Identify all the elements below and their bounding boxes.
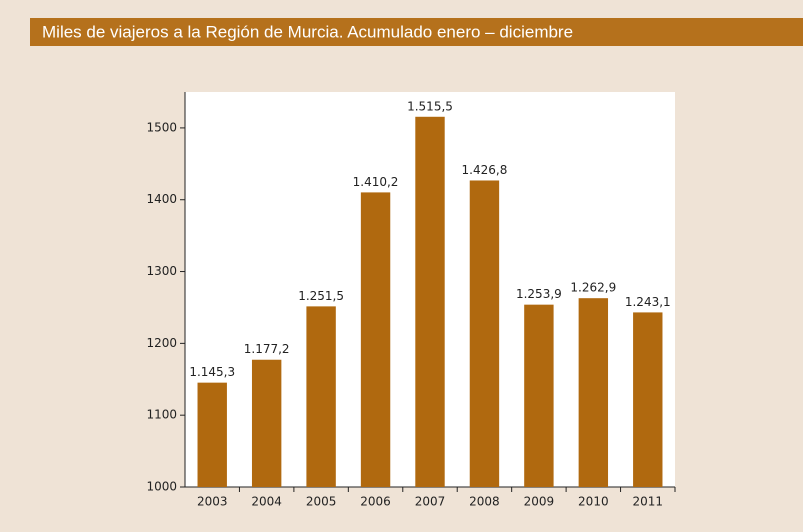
value-label: 1.410,2 [353,175,399,189]
y-tick-label: 1500 [146,120,177,134]
x-tick-label: 2007 [415,495,446,509]
y-tick-label: 1200 [146,336,177,350]
bar [197,382,227,487]
y-tick-label: 1300 [146,264,177,278]
bar [578,298,609,487]
value-label: 1.515,5 [407,99,453,113]
x-tick-label: 2009 [524,495,555,509]
x-tick-label: 2003 [197,495,228,509]
x-tick-label: 2005 [306,495,337,509]
value-label: 1.262,9 [570,281,616,295]
value-label: 1.243,1 [625,295,671,309]
bar [633,312,663,487]
chart-title: Miles de viajeros a la Región de Murcia.… [42,22,573,41]
value-label: 1.145,3 [189,365,235,379]
bar [360,192,391,487]
value-label: 1.177,2 [244,342,290,356]
title-bar [30,18,803,46]
x-tick-label: 2006 [360,495,391,509]
value-label: 1.251,5 [298,289,344,303]
x-tick-label: 2011 [633,495,664,509]
y-tick-label: 1400 [146,192,177,206]
bar [415,116,445,487]
bar [251,359,282,487]
x-tick-label: 2010 [578,495,609,509]
x-tick-label: 2008 [469,495,500,509]
bar [306,306,336,487]
bar [524,304,554,487]
x-tick-label: 2004 [251,495,282,509]
value-label: 1.426,8 [462,163,508,177]
bar [469,180,500,488]
y-tick-label: 1000 [146,480,177,494]
y-tick-label: 1100 [146,408,177,422]
value-label: 1.253,9 [516,287,562,301]
